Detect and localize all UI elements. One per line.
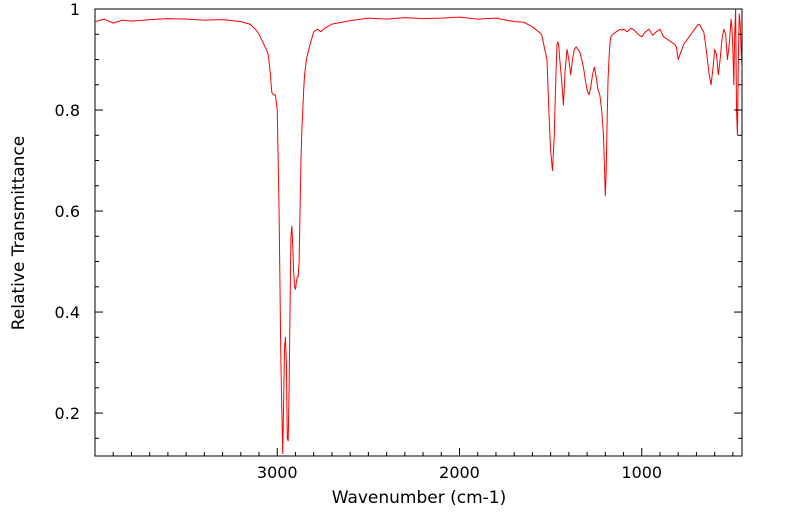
spectrum-line-0 [95,9,742,454]
x-tick-label: 2000 [439,463,480,482]
y-tick-label: 0.4 [55,303,80,322]
x-tick-label: 1000 [621,463,662,482]
y-tick-label: 1 [70,0,80,19]
x-tick-label: 3000 [257,463,298,482]
y-axis-title: Relative Transmittance [9,136,29,331]
y-tick-label: 0.6 [55,202,80,221]
plot-area [95,9,742,454]
ticks: 3000 2000 1000 0.2 0.4 0.6 0.8 1 [55,0,742,482]
y-tick-label: 0.2 [55,404,80,423]
axes [94,8,743,457]
y-tick-label: 0.8 [55,101,80,120]
plot-frame [94,8,743,457]
x-axis-title: Wavenumber (cm-1) [332,488,507,508]
